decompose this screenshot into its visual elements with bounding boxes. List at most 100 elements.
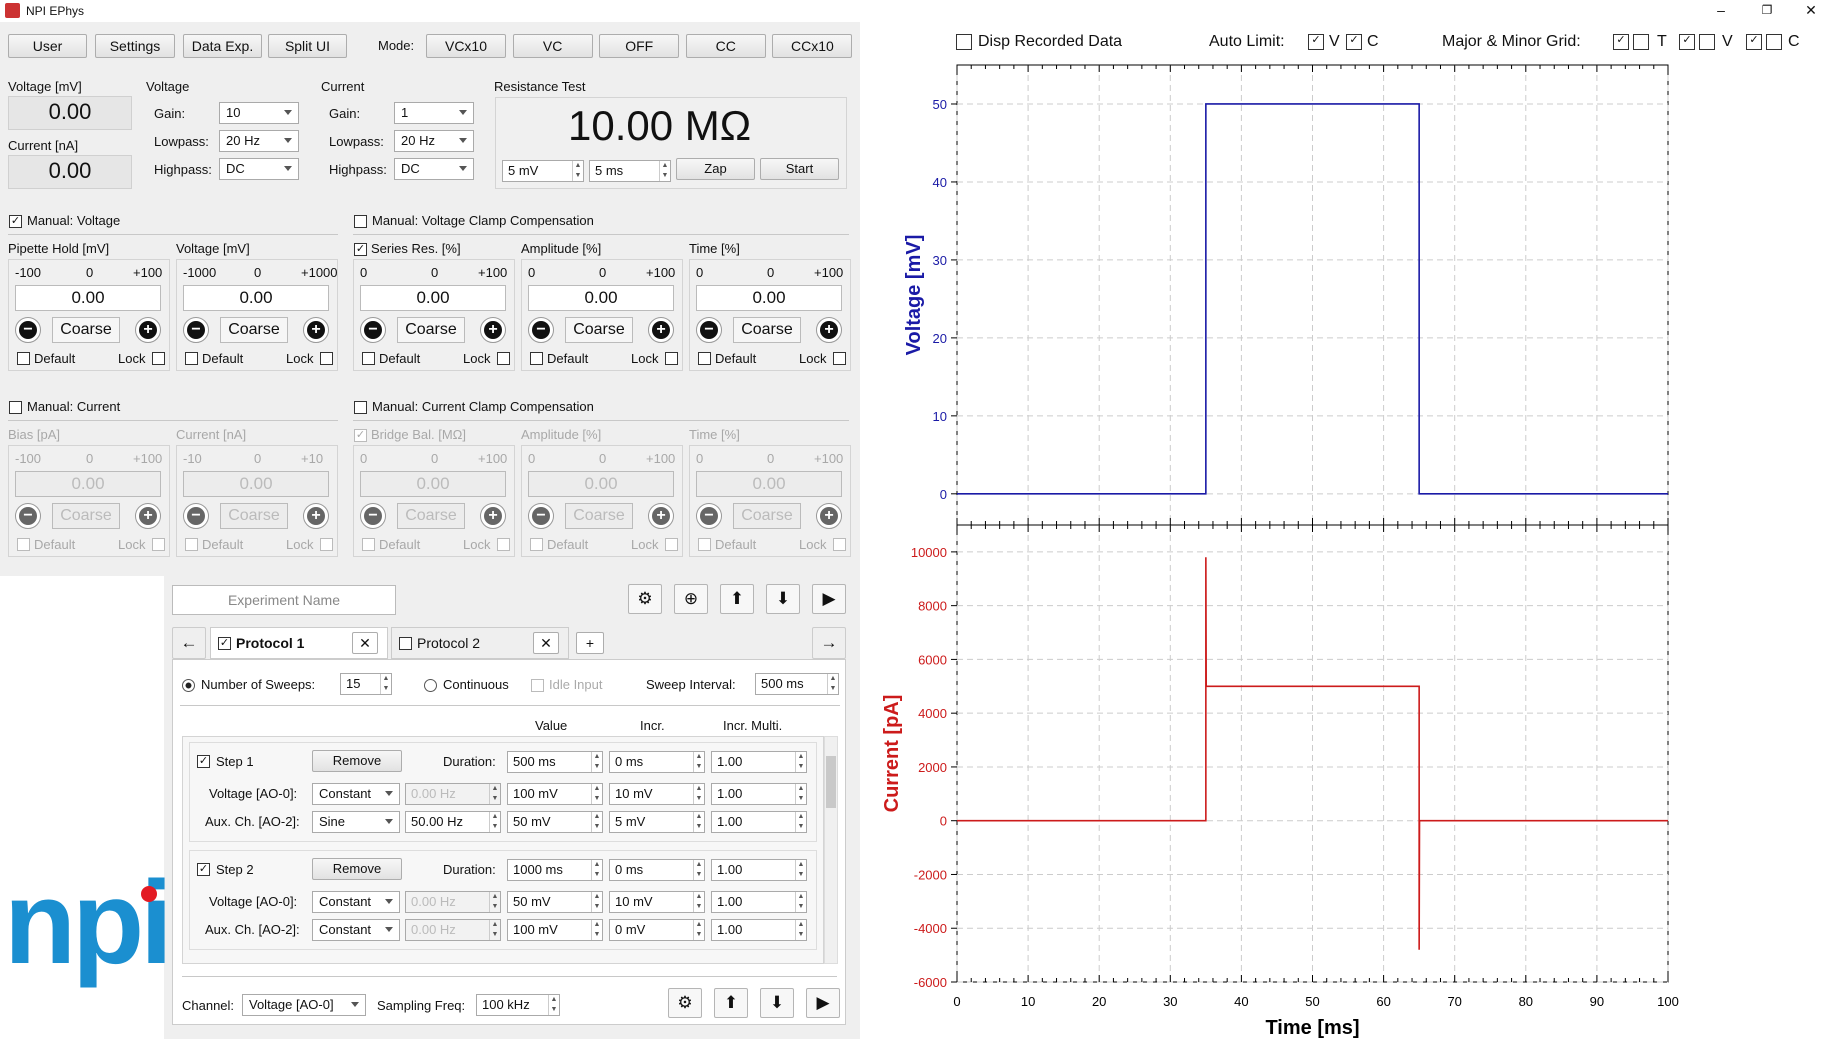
manual-voltage-1-lock-checkbox[interactable] <box>320 352 333 365</box>
grid-c-major-checkbox[interactable]: ✓ <box>1746 34 1762 50</box>
mode-button-vc[interactable]: VC <box>512 34 593 58</box>
step-1-a-incr-spinner[interactable]: 5 mV ▲ ▼ <box>609 811 705 833</box>
bottom-play-icon[interactable]: ▶ <box>806 988 840 1018</box>
manual-current-1-default-checkbox[interactable] <box>185 538 198 551</box>
manual-voltage-0-default-checkbox[interactable] <box>17 352 30 365</box>
toolbar-button-splitui[interactable]: Split UI <box>268 34 347 58</box>
prev-protocol-button[interactable]: ← <box>172 627 206 659</box>
close-button[interactable]: ✕ <box>1805 2 1817 18</box>
manual-current-0-default-checkbox[interactable] <box>17 538 30 551</box>
step-2-v-incr-spinner-stepper-icon[interactable]: ▲ ▼ <box>693 892 704 912</box>
step-1-duration-mult-spinner[interactable]: 1.00 ▲ ▼ <box>711 751 807 773</box>
grid-v-major-checkbox[interactable]: ✓ <box>1679 34 1695 50</box>
cc-comp-1-coarse-button[interactable]: Coarse <box>565 503 633 529</box>
play-icon[interactable]: ▶ <box>812 584 846 614</box>
step-1-v-mult-spinner[interactable]: 1.00 ▲ ▼ <box>711 783 807 805</box>
sweeps-spinner[interactable]: 15 ▲ ▼ <box>340 673 392 695</box>
restore-button[interactable]: ❐ <box>1761 3 1773 17</box>
vc-comp-2-coarse-button[interactable]: Coarse <box>733 317 801 343</box>
tab-protocol-1-checkbox[interactable]: ✓ <box>218 637 231 650</box>
grid-t-minor-checkbox[interactable] <box>1633 34 1649 50</box>
step-2-v-mult-spinner[interactable]: 1.00 ▲ ▼ <box>711 891 807 913</box>
continuous-radio[interactable] <box>424 679 437 692</box>
sweeps-spinner-stepper-icon[interactable]: ▲ ▼ <box>380 674 391 694</box>
step-1-duration-mult-spinner-stepper-icon[interactable]: ▲ ▼ <box>795 752 806 772</box>
tab-protocol-1-close-icon[interactable]: ✕ <box>352 632 378 654</box>
vc-comp-1-value-field[interactable]: 0.00 <box>528 285 674 311</box>
step-1-a-incr-spinner-stepper-icon[interactable]: ▲ ▼ <box>693 812 704 832</box>
current-gain-select[interactable]: 1 <box>394 102 474 124</box>
step-2-a-freq-spinner[interactable]: 0.00 Hz ▲ ▼ <box>405 919 501 941</box>
auto-limit-c-checkbox[interactable]: ✓ <box>1346 34 1362 50</box>
vc-comp-1-plus-button[interactable]: + <box>648 317 674 343</box>
vc-comp-0-plus-button[interactable]: + <box>480 317 506 343</box>
zap-button[interactable]: Zap <box>676 158 755 180</box>
step-2-remove-button[interactable]: Remove <box>312 858 402 880</box>
cc-comp-2-minus-button[interactable]: − <box>696 503 722 529</box>
step-1-v-mult-spinner-stepper-icon[interactable]: ▲ ▼ <box>795 784 806 804</box>
step-1-v-freq-spinner-stepper-icon[interactable]: ▲ ▼ <box>489 784 500 804</box>
vc-comp-0-default-checkbox[interactable] <box>362 352 375 365</box>
sweep-interval-spinner[interactable]: 500 ms ▲ ▼ <box>755 673 839 695</box>
step-2-duration-incr-spinner-stepper-icon[interactable]: ▲ ▼ <box>693 860 704 880</box>
step-2-a-value-spinner[interactable]: 100 mV ▲ ▼ <box>507 919 603 941</box>
gear-icon[interactable]: ⚙ <box>628 584 662 614</box>
experiment-name-input[interactable]: Experiment Name <box>172 585 396 615</box>
vc-comp-0-minus-button[interactable]: − <box>360 317 386 343</box>
manual-voltage-0-plus-button[interactable]: + <box>135 317 161 343</box>
tab-protocol-2-checkbox[interactable] <box>399 637 412 650</box>
chart-canvas[interactable]: 0 10 20 30 40 50 Voltage [mV] -6000 -4000 -2000 0 2… <box>860 22 1828 1039</box>
mode-button-vcx10[interactable]: VCx10 <box>426 34 506 58</box>
cc-comp-0-minus-button[interactable]: − <box>360 503 386 529</box>
resistance-dur-spinner[interactable]: 5 ms ▲ ▼ <box>589 160 671 182</box>
cc-comp-0-plus-button[interactable]: + <box>480 503 506 529</box>
step-2-duration-incr-spinner[interactable]: 0 ms ▲ ▼ <box>609 859 705 881</box>
step-1-v-incr-spinner[interactable]: 10 mV ▲ ▼ <box>609 783 705 805</box>
vc-comp-1-default-checkbox[interactable] <box>530 352 543 365</box>
vc-comp-0-enable-checkbox[interactable]: ✓ <box>354 243 367 256</box>
cc-comp-2-coarse-button[interactable]: Coarse <box>733 503 801 529</box>
vc-comp-2-lock-checkbox[interactable] <box>833 352 846 365</box>
step-1-v-value-spinner-stepper-icon[interactable]: ▲ ▼ <box>591 784 602 804</box>
cc-comp-2-plus-button[interactable]: + <box>816 503 842 529</box>
manual-current-checkbox[interactable] <box>9 401 22 414</box>
grid-c-minor-checkbox[interactable] <box>1766 34 1782 50</box>
cc-comp-0-coarse-button[interactable]: Coarse <box>397 503 465 529</box>
step-2-a-value-spinner-stepper-icon[interactable]: ▲ ▼ <box>591 920 602 940</box>
sampling-freq-spinner-stepper-icon[interactable]: ▲ ▼ <box>548 995 559 1015</box>
step-2-a-mult-spinner-stepper-icon[interactable]: ▲ ▼ <box>795 920 806 940</box>
step-1-v-mode-select[interactable]: Constant <box>312 783 400 805</box>
auto-limit-v-checkbox[interactable]: ✓ <box>1308 34 1324 50</box>
resistance-amp-spinner[interactable]: 5 mV ▲ ▼ <box>502 160 584 182</box>
step-1-v-value-spinner[interactable]: 100 mV ▲ ▼ <box>507 783 603 805</box>
step-1-a-value-spinner-stepper-icon[interactable]: ▲ ▼ <box>591 812 602 832</box>
step-2-a-incr-spinner[interactable]: 0 mV ▲ ▼ <box>609 919 705 941</box>
manual-current-1-coarse-button[interactable]: Coarse <box>220 503 288 529</box>
voltage-lowpass-select[interactable]: 20 Hz <box>219 130 299 152</box>
step-2-v-value-spinner[interactable]: 50 mV ▲ ▼ <box>507 891 603 913</box>
disp-recorded-checkbox[interactable] <box>956 34 972 50</box>
manual-voltage-1-plus-button[interactable]: + <box>303 317 329 343</box>
cc-comp-1-default-checkbox[interactable] <box>530 538 543 551</box>
step-2-checkbox[interactable]: ✓ <box>197 863 210 876</box>
mode-button-ccx10[interactable]: CCx10 <box>772 34 853 58</box>
step-1-a-value-spinner[interactable]: 50 mV ▲ ▼ <box>507 811 603 833</box>
step-2-duration-spinner[interactable]: 1000 ms ▲ ▼ <box>507 859 603 881</box>
vc-comp-2-minus-button[interactable]: − <box>696 317 722 343</box>
manual-current-1-value-field[interactable]: 0.00 <box>183 471 329 497</box>
cc-comp-0-enable-checkbox[interactable]: ✓ <box>354 429 367 442</box>
manual-current-0-minus-button[interactable]: − <box>15 503 41 529</box>
toolbar-button-dataexp[interactable]: Data Exp. <box>183 34 262 58</box>
mode-button-cc[interactable]: CC <box>685 34 766 58</box>
step-2-a-mode-select[interactable]: Constant <box>312 919 400 941</box>
step-2-duration-mult-spinner-stepper-icon[interactable]: ▲ ▼ <box>795 860 806 880</box>
step-1-a-mult-spinner[interactable]: 1.00 ▲ ▼ <box>711 811 807 833</box>
step-1-a-freq-spinner-stepper-icon[interactable]: ▲ ▼ <box>489 812 500 832</box>
vc-comp-1-lock-checkbox[interactable] <box>665 352 678 365</box>
step-1-duration-incr-spinner-stepper-icon[interactable]: ▲ ▼ <box>693 752 704 772</box>
manual-current-1-minus-button[interactable]: − <box>183 503 209 529</box>
step-1-v-incr-spinner-stepper-icon[interactable]: ▲ ▼ <box>693 784 704 804</box>
cc-comp-checkbox[interactable] <box>354 401 367 414</box>
step-1-a-mode-select[interactable]: Sine <box>312 811 400 833</box>
current-highpass-select[interactable]: DC <box>394 158 474 180</box>
